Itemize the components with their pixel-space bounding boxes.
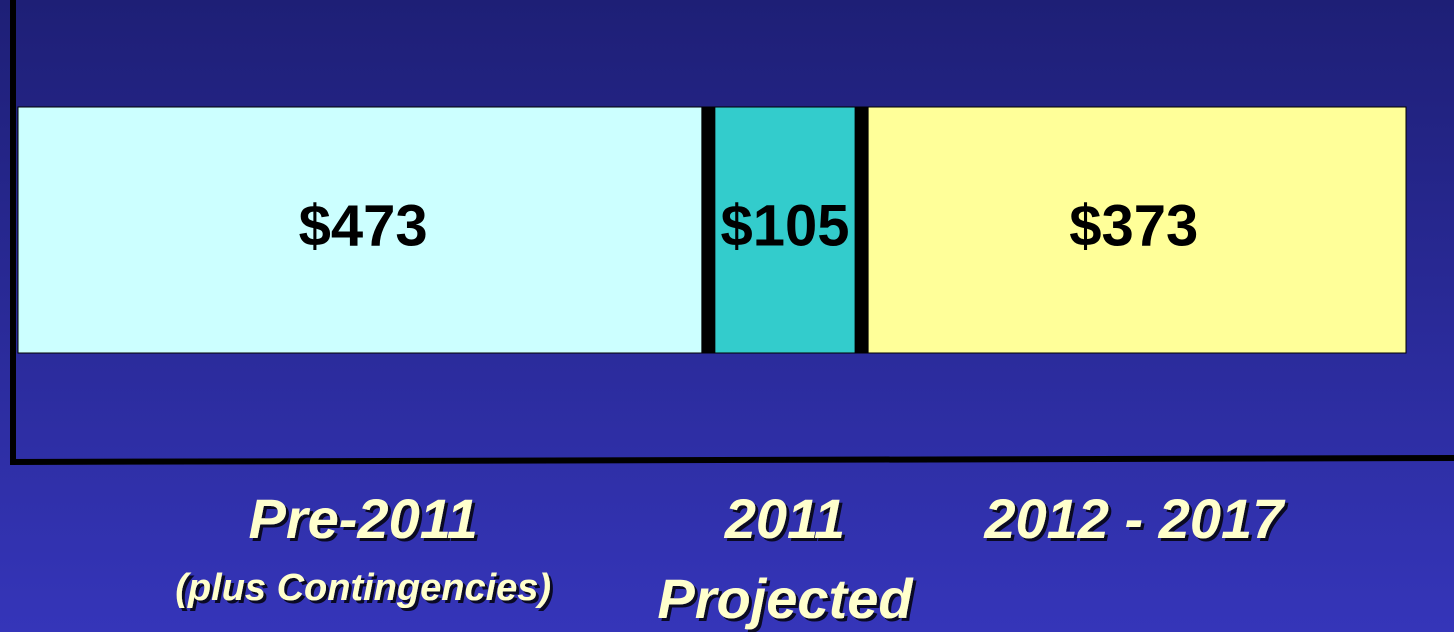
axis-horizontal <box>9 455 1454 465</box>
value-label: $373 <box>1069 193 1198 258</box>
category-label: Pre-2011 <box>248 487 477 550</box>
value-label: $473 <box>299 193 428 258</box>
bar-segment <box>861 106 1407 354</box>
segment-divider <box>854 107 869 353</box>
category-sublabel: Projected <box>657 567 914 630</box>
segment-divider <box>701 107 716 353</box>
category-sublabel: (plus Contingencies) <box>175 567 551 609</box>
bar-segment <box>17 106 709 354</box>
value-label: $105 <box>720 193 849 258</box>
category-label: 2012 - 2017 <box>983 487 1286 550</box>
category-label: 2011 <box>724 487 845 550</box>
bar-segment <box>707 106 863 354</box>
